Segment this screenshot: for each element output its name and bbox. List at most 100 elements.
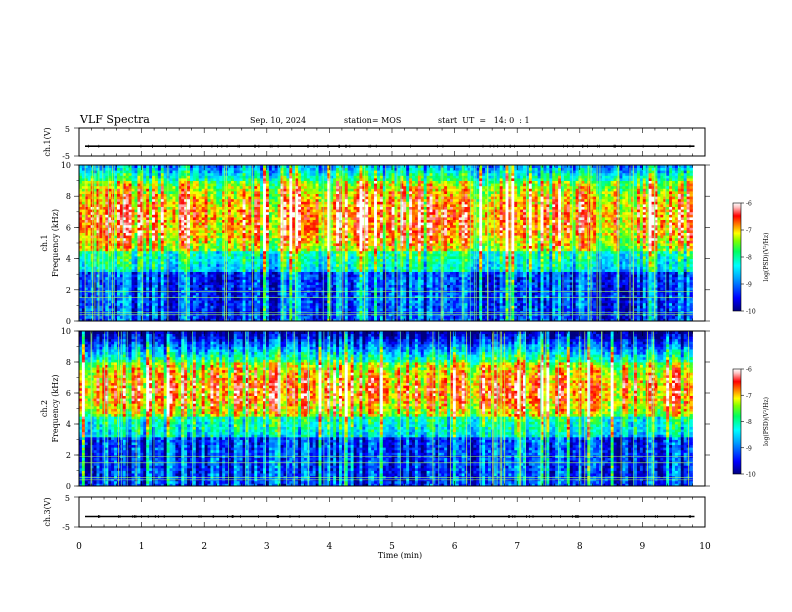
ch1-spectrogram-cell <box>236 245 241 249</box>
ch1-spectrogram-cell <box>286 188 290 192</box>
ch1-spectrogram-cell <box>105 305 109 309</box>
ch1-spectrogram-cell <box>303 237 308 241</box>
ch1-spectrogram-cell <box>274 232 279 236</box>
ch1-spectrogram-cell <box>134 240 138 244</box>
ch1-spectrogram-cell <box>190 292 194 296</box>
ch1-spectrogram-cell <box>187 204 191 207</box>
ch1-spectrogram-cell <box>254 295 258 298</box>
ch1-spectrogram-cell <box>116 172 121 176</box>
ch1-spectrogram-cell <box>157 188 162 192</box>
ch1-spectrogram-cell <box>309 308 314 311</box>
ch1-spectrogram-cell <box>195 256 200 259</box>
ch1-spectrogram-cell <box>289 292 293 296</box>
ch1-spectrogram-cell <box>181 165 185 168</box>
ch1-spectrogram-cell <box>169 204 173 207</box>
ch1-spectrogram-cell <box>187 261 191 265</box>
ch1-spectrogram-cell <box>105 284 109 288</box>
ch1-spectrogram-cell <box>187 188 191 192</box>
ch1-spectrogram-cell <box>146 250 150 254</box>
ch1-spectrogram-cell <box>277 209 281 213</box>
ch1-spectrogram-cell <box>195 240 200 244</box>
ch1-spectrogram-cell <box>286 292 290 296</box>
ch1-spectrogram-cell <box>207 253 211 257</box>
ch1-spectrogram-cell <box>163 180 168 184</box>
ch1-spectrogram-cell <box>260 232 264 236</box>
ch1-spectrogram-cell <box>143 206 147 210</box>
ch1-spectrogram-cell <box>99 318 103 322</box>
ch1-spectrogram-cell <box>248 292 252 296</box>
ch1-spectrogram-cell <box>306 170 311 174</box>
ch1-spectrogram-cell <box>236 263 241 267</box>
ch1-spectrogram-cell <box>154 279 159 283</box>
ch1-spectrogram-cell <box>207 266 211 270</box>
ch1-spectrogram-cell <box>309 232 314 236</box>
ch1-spectrogram-cell <box>213 245 217 249</box>
ch1-spectrogram-cell <box>102 211 106 215</box>
ch1-spectrogram-cell <box>134 287 138 291</box>
ch1-spectrogram-cell <box>96 271 100 275</box>
ch1-spectrogram-cell <box>230 170 235 174</box>
ch1-spectrogram-cell <box>195 245 200 249</box>
ch1-spectrogram-cell <box>87 217 92 220</box>
ch1-spectrogram-cell <box>216 165 220 168</box>
ch1-spectrogram-cell <box>289 175 293 179</box>
ch1-spectrogram-cell <box>122 170 127 174</box>
ch1-spectrogram-cell <box>227 282 232 285</box>
ch1-spectrogram-cell <box>227 266 232 270</box>
ch1-spectrogram-cell <box>87 295 92 298</box>
ch1-spectrogram-cell <box>84 274 89 278</box>
ch1-spectrogram-cell <box>102 305 106 309</box>
ch1-spectrogram-cell <box>230 253 235 257</box>
ch1-spectrogram-cell <box>187 172 191 176</box>
ch1-spectrogram-cell <box>178 214 182 218</box>
ch1-spectrogram-cell <box>236 211 241 215</box>
ch1-spectrogram-cell <box>160 305 165 309</box>
ch1-spectrogram-cell <box>219 258 223 262</box>
ch1-spectrogram-cell <box>192 240 197 244</box>
ch1-spectrogram-cell <box>190 237 194 241</box>
ch1-spectrogram-cell <box>233 201 238 205</box>
ch1-spectrogram-cell <box>152 256 156 259</box>
ch1-spectrogram-cell <box>149 232 153 236</box>
ch1-spectrogram-cell <box>274 295 279 298</box>
ch1-spectrogram-cell <box>172 170 176 174</box>
ch1-spectrogram-cell <box>280 232 284 236</box>
ch1-spectrogram-cell <box>122 297 127 301</box>
ch1-spectrogram-cell <box>274 237 279 241</box>
ch1-spectrogram-cell <box>108 235 112 239</box>
ch1-spectrogram-cell <box>230 243 235 246</box>
ch1-spectrogram-cell <box>265 188 270 192</box>
ch1-spectrogram-cell <box>274 315 279 319</box>
ch1-spectrogram-cell <box>306 284 311 288</box>
ch1-spectrogram-cell <box>303 227 308 231</box>
ch1-spectrogram-cell <box>149 188 153 192</box>
ch1-spectrogram-cell <box>219 191 223 194</box>
ch1-spectrogram-cell <box>131 198 135 202</box>
ch1-spectrogram-cell <box>301 167 305 171</box>
ch1-spectrogram-cell <box>268 300 273 304</box>
ch1-spectrogram-cell <box>260 227 264 231</box>
ch1-spectrogram-cell <box>230 240 235 244</box>
ch1-spectrogram-cell <box>265 193 270 197</box>
ch1-spectrogram-cell <box>213 253 217 257</box>
ch1-spectrogram-cell <box>280 292 284 296</box>
ch1-spectrogram-cell <box>257 256 261 259</box>
ch1-spectrogram-cell <box>309 282 314 285</box>
ch1-spectrogram-cell <box>295 256 299 259</box>
ch1-spectrogram-cell <box>114 201 118 205</box>
ch1-spectrogram-cell <box>280 196 284 200</box>
ch1-spectrogram-cell <box>122 261 127 265</box>
ch1-spectrogram-cell <box>160 297 165 301</box>
ch1-spectrogram-cell <box>277 279 281 283</box>
ch1-spectrogram-cell <box>143 279 147 283</box>
ch1-spectrogram-cell <box>81 230 86 233</box>
ch1-spectrogram-cell <box>163 258 168 262</box>
ch1-spectrogram-cell <box>154 300 159 304</box>
ch1-spectrogram-cell <box>169 308 173 311</box>
ch1-spectrogram-cell <box>227 271 232 275</box>
ch1-spectrogram-cell <box>239 300 243 304</box>
ch1-spectrogram-cell <box>81 297 86 301</box>
ch1-spectrogram-cell <box>286 269 290 272</box>
ch1-spectrogram-cell <box>216 245 220 249</box>
ch1-spectrogram-cell <box>227 170 232 174</box>
